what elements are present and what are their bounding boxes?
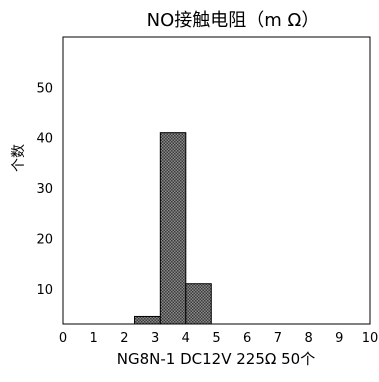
x-tick-label-1: 1 (90, 331, 98, 346)
x-tick-label-6: 6 (243, 331, 251, 346)
y-tick-label-3: 40 (36, 132, 53, 147)
x-axis-ticks: 0 1 2 3 4 5 6 7 8 9 10 (59, 331, 378, 346)
bars-layer (134, 132, 212, 325)
x-tick-label-0: 0 (59, 331, 67, 346)
y-axis-ticks: 10 20 30 40 50 (36, 81, 53, 297)
x-tick-label-8: 8 (304, 331, 312, 346)
histogram-bar-1 (159, 132, 187, 325)
y-tick-label-2: 30 (36, 182, 53, 197)
x-axis-label: NG8N-1 DC12V 225Ω 50个 (117, 350, 315, 368)
x-tick-label-3: 3 (151, 331, 159, 346)
x-tick-label-9: 9 (335, 331, 343, 346)
y-axis-label: 个数 (11, 144, 27, 172)
y-tick-label-0: 10 (36, 283, 53, 298)
x-tick-label-2: 2 (120, 331, 128, 346)
y-tick-label-1: 20 (36, 232, 53, 247)
x-tick-label-4: 4 (182, 331, 190, 346)
x-tick-label-5: 5 (212, 331, 220, 346)
x-tick-label-7: 7 (274, 331, 282, 346)
histogram-bar-0 (134, 315, 161, 325)
plot-frame (62, 36, 371, 325)
y-tick-label-4: 50 (36, 81, 53, 96)
x-tick-label-10: 10 (362, 331, 379, 346)
histogram-bar-2 (185, 283, 212, 325)
chart-title: NO接触电阻（m Ω） (147, 10, 320, 31)
